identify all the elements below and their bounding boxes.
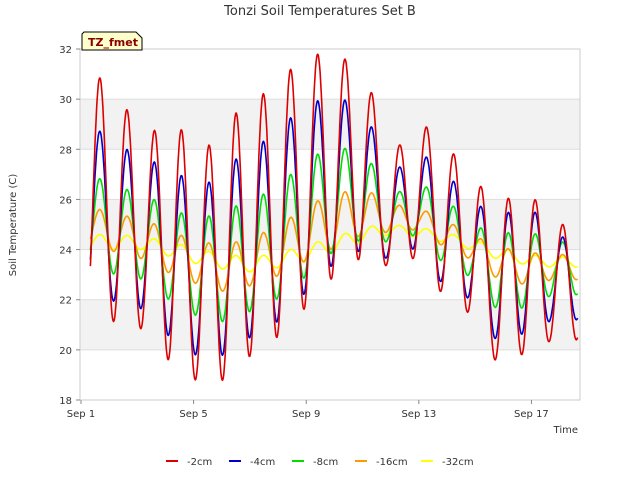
plot-frame: [79, 48, 581, 401]
y-axis-label: Soil Temperature (C): [8, 174, 19, 277]
y-tick-label: 32: [59, 45, 72, 56]
legend-label: -8cm: [313, 457, 338, 468]
y-tick-label: 24: [59, 246, 72, 257]
y-tick-label: 20: [59, 346, 72, 357]
y-tick-label: 28: [59, 145, 72, 156]
x-axis-ticks: Sep 1 Sep 5 Sep 9 Sep 13 Sep 17: [67, 400, 549, 420]
legend-label: -32cm: [442, 457, 474, 468]
plot-band: [80, 99, 580, 150]
station-badge: TZ_fmet: [81, 31, 143, 51]
legend: -2cm -4cm -8cm -16cm -32cm: [166, 457, 474, 468]
y-tick-label: 22: [59, 296, 72, 307]
legend-label: -4cm: [250, 457, 275, 468]
series-layer: [89, 53, 579, 382]
legend-label: -16cm: [376, 457, 408, 468]
x-tick-label: Sep 5: [179, 409, 207, 420]
plot-band: [80, 199, 580, 250]
plot-background: [80, 49, 580, 400]
chart-title: Tonzi Soil Temperatures Set B: [223, 4, 416, 19]
x-axis-label: Time: [553, 425, 578, 436]
x-tick-label: Sep 9: [292, 409, 320, 420]
y-tick-label: 18: [59, 396, 72, 407]
x-tick-label: Sep 1: [67, 409, 95, 420]
y-tick-label: 26: [59, 195, 72, 206]
y-axis-ticks: 18 20 22 24 26 28 30 32: [59, 45, 80, 407]
legend-label: -2cm: [187, 457, 212, 468]
y-tick-label: 30: [59, 95, 72, 106]
station-badge-label: TZ_fmet: [88, 36, 138, 49]
x-tick-label: Sep 13: [401, 409, 436, 420]
x-tick-label: Sep 17: [514, 409, 549, 420]
plot-band: [80, 299, 580, 350]
series-line-minus-2cm: [89, 53, 579, 382]
